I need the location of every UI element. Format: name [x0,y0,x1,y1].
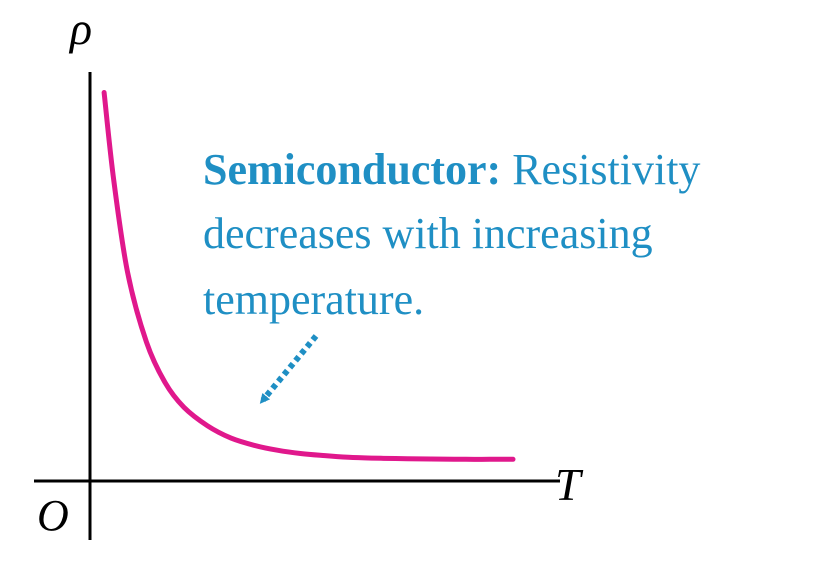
origin-label: O [37,491,69,540]
series-line [101,90,516,462]
y-axis-label: ρ [68,3,92,54]
annotation-arrow [259,334,319,404]
annotation-line-3: temperature. [203,275,425,324]
x-axis-label: T [555,459,584,510]
annotation-bold: Semiconductor: [203,145,502,194]
annotation-line-2: decreases with increasing [203,209,653,258]
annotation-text-1: Resistivity [512,145,701,194]
annotation-line-1: Semiconductor: Resistivity [203,148,700,192]
